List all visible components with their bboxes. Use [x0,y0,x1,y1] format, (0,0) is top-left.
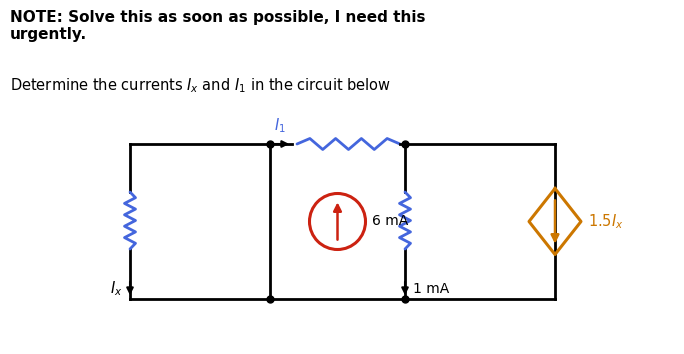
Text: NOTE: Solve this as soon as possible, I need this
urgently.: NOTE: Solve this as soon as possible, I … [10,10,425,42]
Text: Determine the currents $I_x$ and $I_1$ in the circuit below: Determine the currents $I_x$ and $I_1$ i… [10,76,391,95]
Text: 1 mA: 1 mA [413,282,449,296]
Text: 1.5$I_x$: 1.5$I_x$ [588,212,624,231]
Text: $I_1$: $I_1$ [274,116,286,135]
Text: $I_x$: $I_x$ [109,280,122,298]
Text: 6 mA: 6 mA [373,215,409,228]
